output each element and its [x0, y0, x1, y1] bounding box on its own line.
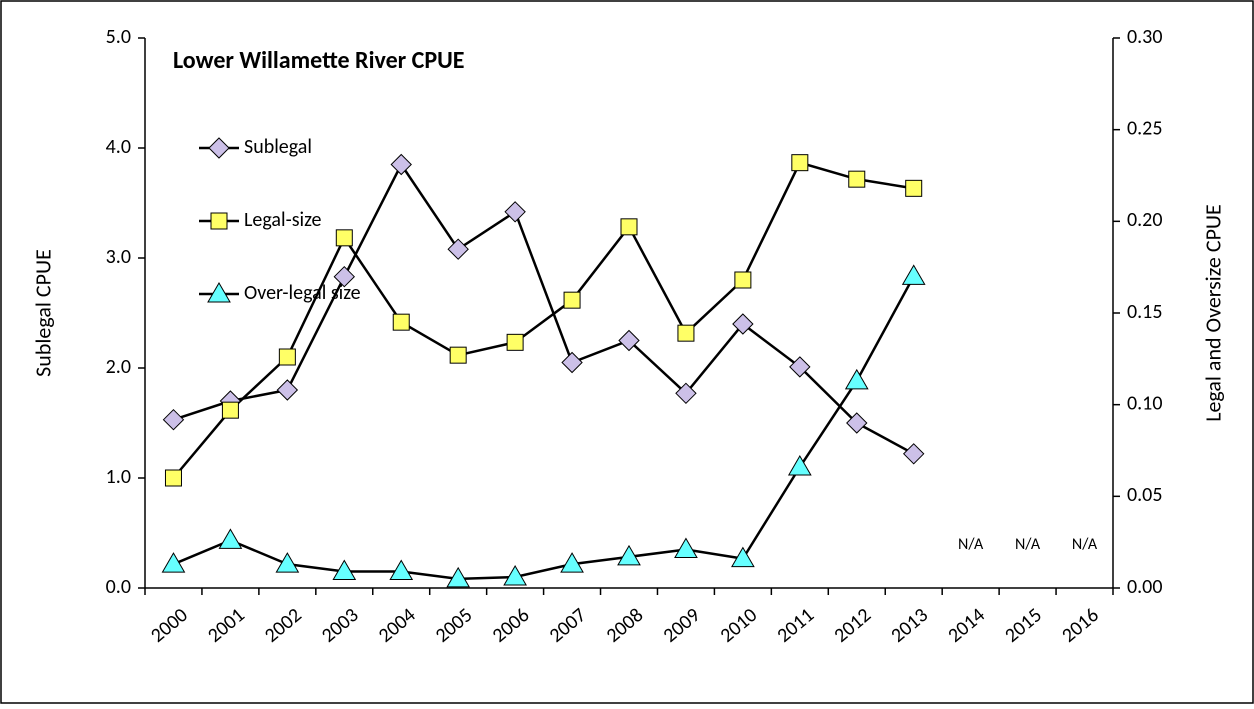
legend-marker	[210, 212, 228, 230]
data-point	[560, 552, 584, 573]
legend-item: Legal-size	[199, 208, 322, 232]
y-tick-label: 0.0	[106, 575, 131, 599]
y2-tick-label: 0.20	[1127, 208, 1162, 232]
y-tick-label: 2.0	[106, 355, 131, 379]
data-point	[787, 455, 812, 476]
legend-label: Over-legal size	[244, 281, 361, 305]
legend-label: Sublegal	[244, 135, 312, 159]
data-point	[731, 546, 755, 568]
data-point	[620, 218, 638, 236]
annotation: N/A	[1015, 535, 1041, 554]
data-point	[506, 333, 524, 351]
y-tick-label: 1.0	[106, 465, 131, 489]
y2-tick-label: 0.30	[1127, 25, 1162, 49]
data-point	[674, 537, 698, 558]
series-line	[173, 162, 915, 455]
data-point	[162, 408, 185, 431]
data-point	[902, 443, 925, 465]
y2-tick-label: 0.25	[1127, 116, 1162, 140]
data-point	[392, 313, 410, 331]
data-point	[734, 271, 752, 289]
data-point	[275, 552, 300, 573]
annotation: N/A	[958, 535, 984, 554]
data-point	[905, 179, 923, 197]
data-point	[504, 201, 526, 223]
data-point	[449, 346, 467, 364]
legend-item: Sublegal	[199, 135, 312, 159]
data-point	[617, 544, 641, 566]
data-point	[446, 566, 471, 588]
legend-marker	[207, 282, 231, 303]
data-point	[563, 291, 581, 309]
data-point	[218, 528, 243, 549]
data-point	[335, 229, 353, 247]
data-point	[846, 412, 868, 434]
data-point	[789, 356, 811, 378]
data-point	[675, 382, 697, 405]
data-point	[161, 552, 186, 573]
series-line	[172, 275, 915, 581]
series-line	[172, 161, 914, 479]
data-point	[618, 329, 640, 352]
data-point	[677, 324, 695, 342]
data-point	[389, 559, 414, 580]
data-point	[276, 379, 299, 401]
chart-title: Lower Willamette River CPUE	[173, 46, 464, 75]
y-tick-label: 3.0	[106, 245, 131, 269]
annotation: N/A	[1072, 535, 1098, 554]
data-point	[791, 154, 809, 172]
legend-marker	[208, 137, 230, 159]
y-axis-label: Sublegal CPUE	[29, 249, 56, 377]
data-point	[901, 264, 926, 285]
y-tick-label: 4.0	[106, 135, 131, 159]
data-point	[732, 313, 754, 335]
data-point	[332, 559, 357, 580]
data-point	[848, 170, 866, 188]
data-point	[333, 265, 356, 288]
data-point	[447, 238, 469, 260]
y2-tick-label: 0.15	[1127, 300, 1162, 324]
y2-axis-label: Legal and Oversize CPUE	[1199, 204, 1226, 422]
legend-item: Over-legal size	[199, 281, 361, 305]
data-point	[503, 565, 527, 586]
data-point	[278, 348, 296, 366]
data-point	[561, 351, 583, 374]
y2-tick-label: 0.10	[1127, 391, 1162, 415]
data-point	[221, 401, 239, 419]
y-tick-label: 5.0	[106, 25, 131, 49]
legend-label: Legal-size	[244, 208, 322, 232]
data-point	[164, 469, 182, 487]
y2-tick-label: 0.00	[1127, 575, 1162, 599]
y2-tick-label: 0.05	[1127, 483, 1162, 507]
data-point	[844, 368, 869, 390]
data-point	[390, 153, 412, 176]
